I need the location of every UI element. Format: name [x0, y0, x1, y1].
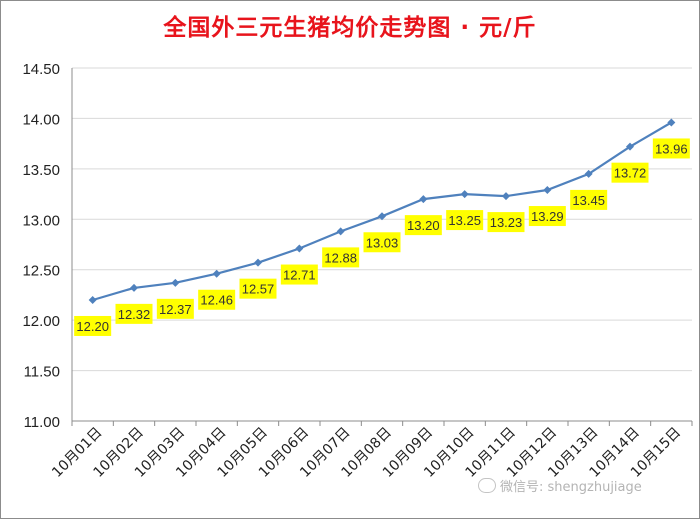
- data-label-box: [322, 247, 360, 268]
- data-label: 13.20: [407, 218, 440, 233]
- data-point: [88, 295, 97, 304]
- data-point: [212, 269, 221, 278]
- data-label: 13.96: [655, 141, 688, 156]
- data-point: [171, 278, 180, 287]
- data-label-box: [570, 189, 608, 210]
- data-point: [667, 118, 676, 127]
- data-label-box: [487, 212, 525, 233]
- data-label: 12.57: [242, 282, 275, 297]
- data-point: [419, 195, 428, 204]
- data-point: [584, 169, 593, 178]
- data-label-box: [611, 162, 649, 183]
- watermark: 微信号: shengzhujiage: [478, 476, 642, 495]
- data-point: [254, 258, 262, 267]
- data-label-box: [363, 232, 401, 253]
- data-label-box: [404, 215, 442, 236]
- data-label-box: [446, 210, 484, 231]
- series-line-group: [88, 118, 676, 304]
- data-label: 13.72: [614, 166, 647, 181]
- data-label: 12.46: [200, 293, 233, 308]
- chart-title: 全国外三元生猪均价走势图 · 元/斤: [163, 15, 537, 41]
- series-line: [92, 121, 672, 302]
- y-tick-label: 12.00: [22, 313, 60, 330]
- data-label: 13.29: [531, 209, 564, 224]
- data-point: [295, 244, 304, 253]
- data-label: 13.45: [572, 193, 605, 208]
- data-label: 12.20: [76, 319, 109, 334]
- data-point: [336, 227, 345, 236]
- data-labels: 12.20 12.32 12.37 12.46 12.57 12.71 12.88 13.03…: [74, 138, 690, 336]
- watermark-text: 微信号: shengzhujiage: [500, 480, 642, 495]
- data-point: [543, 186, 552, 195]
- data-point: [378, 212, 386, 221]
- y-tick-label: 13.50: [22, 162, 60, 179]
- data-point: [460, 190, 469, 199]
- data-label-box: [239, 278, 277, 299]
- data-label: 13.23: [490, 215, 523, 230]
- data-label-box: [280, 264, 318, 285]
- data-point: [130, 283, 138, 292]
- data-label-box: [74, 315, 112, 336]
- y-tick-label: 14.00: [22, 111, 60, 128]
- data-label: 13.03: [366, 235, 399, 250]
- data-label: 12.71: [283, 268, 316, 283]
- data-label-box: [115, 303, 153, 324]
- y-tick-labels: 11.00 11.50 12.00 12.50 13.00 13.50 14.00 14.50: [22, 61, 60, 431]
- axes: [71, 68, 693, 426]
- y-tick-label: 11.50: [24, 364, 60, 381]
- data-label-box: [652, 138, 690, 159]
- data-label: 12.37: [159, 302, 192, 317]
- data-label-box: [198, 289, 236, 310]
- x-tick-labels: 10月01日10月02日10月03日10月04日10月05日10月06日10月0…: [49, 425, 684, 481]
- wechat-icon: [478, 478, 496, 493]
- data-label: 12.32: [118, 307, 151, 322]
- data-label-box: [156, 298, 194, 319]
- y-tick-label: 13.00: [22, 212, 60, 229]
- data-label: 13.25: [448, 213, 481, 228]
- data-label: 12.88: [324, 250, 357, 265]
- grid-lines: [72, 67, 692, 372]
- data-label-box: [528, 206, 566, 227]
- y-tick-label: 12.50: [22, 263, 60, 280]
- y-tick-label: 14.50: [22, 61, 60, 78]
- y-tick-label: 11.00: [24, 414, 60, 431]
- data-point: [502, 192, 510, 201]
- data-point: [626, 142, 634, 151]
